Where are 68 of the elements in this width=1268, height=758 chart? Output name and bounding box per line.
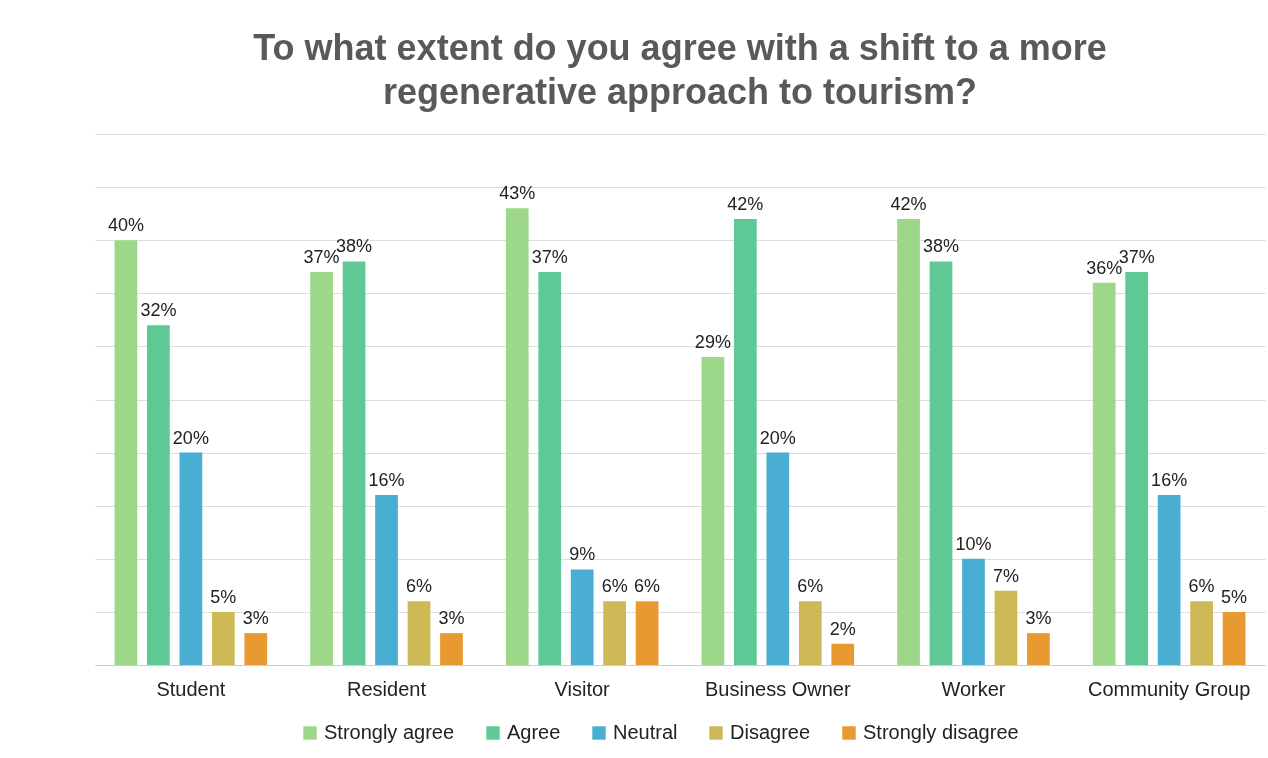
bar bbox=[962, 558, 985, 665]
data-label: 5% bbox=[1221, 586, 1248, 607]
bar bbox=[994, 590, 1018, 665]
bar bbox=[1222, 611, 1246, 665]
bar bbox=[766, 452, 790, 665]
data-label: 16% bbox=[1151, 470, 1188, 491]
bar bbox=[635, 601, 659, 665]
data-label: 10% bbox=[955, 533, 992, 554]
legend-label: Disagree bbox=[730, 721, 811, 743]
bar bbox=[310, 272, 333, 665]
data-label: 37% bbox=[531, 247, 568, 268]
data-label: 5% bbox=[210, 586, 237, 607]
data-label: 3% bbox=[438, 608, 465, 629]
chart-title: To what extent do you agree with a shift to a more regenerative approach to tourism? bbox=[253, 27, 1107, 112]
data-label: 38% bbox=[922, 236, 960, 257]
x-tick-label: Resident bbox=[347, 677, 427, 700]
bar bbox=[375, 495, 398, 665]
data-label: 2% bbox=[829, 618, 856, 639]
data-label: 29% bbox=[694, 332, 731, 353]
bar bbox=[603, 601, 627, 665]
bar bbox=[570, 569, 594, 665]
bar bbox=[211, 611, 235, 665]
legend-label: Strongly agree bbox=[324, 721, 455, 743]
bar bbox=[505, 208, 529, 665]
legend-label: Agree bbox=[507, 721, 561, 743]
x-tick-label: Community Group bbox=[1087, 677, 1251, 700]
data-label: 42% bbox=[727, 193, 764, 214]
data-label: 9% bbox=[569, 544, 596, 565]
data-label: 32% bbox=[140, 300, 177, 321]
data-label: 6% bbox=[1188, 576, 1215, 597]
x-tick-label: Visitor bbox=[554, 677, 611, 700]
bar bbox=[342, 261, 366, 665]
bar bbox=[733, 218, 757, 665]
data-label: 6% bbox=[601, 576, 628, 597]
bar bbox=[244, 633, 268, 665]
data-label: 20% bbox=[172, 427, 209, 448]
x-tick-label: Worker bbox=[941, 677, 1006, 700]
data-label: 42% bbox=[890, 193, 927, 214]
bar bbox=[179, 452, 203, 665]
bar bbox=[701, 357, 725, 665]
bar bbox=[929, 261, 953, 665]
data-label: 6% bbox=[634, 576, 661, 597]
bar bbox=[831, 643, 855, 665]
data-label: 43% bbox=[499, 183, 536, 204]
x-tick-label: Business Owner bbox=[705, 677, 851, 700]
bar bbox=[147, 325, 170, 665]
bar bbox=[1092, 282, 1116, 665]
bar bbox=[1125, 272, 1149, 665]
data-label: 6% bbox=[797, 576, 824, 597]
bar bbox=[407, 601, 431, 665]
data-label: 20% bbox=[759, 427, 796, 448]
bar bbox=[1027, 633, 1050, 665]
bar bbox=[1190, 601, 1213, 665]
bar bbox=[440, 633, 463, 665]
data-label: 40% bbox=[107, 215, 144, 236]
data-label: 6% bbox=[405, 576, 432, 597]
data-label: 3% bbox=[1025, 608, 1052, 629]
legend-label: Strongly disagree bbox=[863, 721, 1019, 743]
bar bbox=[1157, 495, 1181, 665]
bar bbox=[114, 240, 138, 665]
bar bbox=[798, 601, 822, 665]
x-tick-label: Student bbox=[156, 677, 226, 700]
data-label: 16% bbox=[368, 470, 405, 491]
legend-label: Neutral bbox=[613, 721, 678, 743]
data-label: 7% bbox=[992, 565, 1019, 586]
bar bbox=[538, 272, 562, 665]
data-label: 3% bbox=[242, 608, 269, 629]
bar bbox=[897, 218, 920, 665]
